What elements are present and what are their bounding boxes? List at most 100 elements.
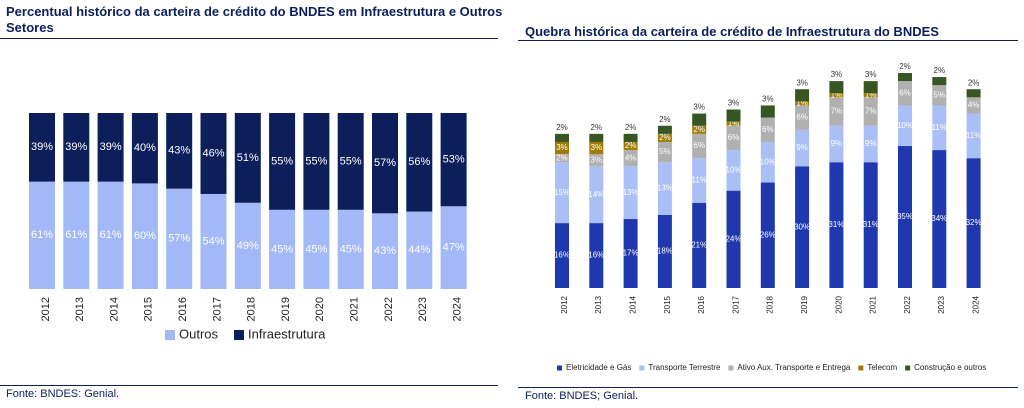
data-label: 11% — [966, 131, 981, 140]
data-label: 61% — [100, 229, 122, 241]
bar-segment — [863, 162, 878, 288]
bar-segment — [966, 158, 981, 288]
x-tick-label: 2020 — [834, 295, 843, 313]
x-tick-label: 2014 — [108, 297, 120, 321]
data-label: 2% — [591, 123, 603, 132]
chart-title: Percentual histórico da carteira de créd… — [6, 4, 503, 35]
bar-segment — [29, 181, 55, 289]
bar-segment — [303, 209, 330, 289]
data-label: 31% — [863, 220, 879, 229]
x-tick-label: 2014 — [629, 295, 638, 313]
bar-segment — [692, 125, 707, 134]
data-label: 2% — [659, 115, 671, 124]
source: Fonte: BNDES; Genial. — [525, 390, 639, 402]
x-tick-label: 2021 — [348, 297, 360, 321]
legend-label: Construção e outros — [914, 363, 986, 372]
bar-segment — [623, 133, 638, 142]
bar-segment — [234, 113, 261, 203]
bar-segment — [657, 214, 672, 288]
bar-segment — [589, 166, 604, 224]
x-tick-label: 2015 — [663, 295, 672, 313]
bar-segment — [966, 113, 981, 159]
bar-segment — [406, 113, 433, 212]
bar-segment — [200, 113, 227, 194]
data-label: 10% — [760, 157, 776, 166]
data-label: 55% — [305, 155, 327, 167]
data-label: 7% — [865, 107, 877, 116]
bar-segment — [760, 141, 775, 183]
bar-segment — [440, 113, 467, 207]
bar-segment — [795, 101, 810, 106]
data-label: 39% — [31, 141, 53, 153]
data-label: 54% — [202, 235, 224, 247]
bar-segment — [863, 81, 878, 94]
legend-swatch — [858, 365, 864, 371]
x-tick-label: 2018 — [766, 295, 775, 313]
legend-label: Eletricidade e Gás — [566, 363, 631, 372]
data-label: 1% — [728, 119, 740, 128]
bar-segment — [692, 133, 707, 159]
bar-segment — [863, 93, 878, 98]
x-tick-label: 2022 — [383, 297, 395, 321]
data-label: 1% — [865, 90, 877, 99]
x-tick-label: 2016 — [177, 297, 189, 321]
data-label: 57% — [374, 157, 396, 169]
data-label: 49% — [237, 240, 259, 252]
data-label: 6% — [899, 88, 911, 97]
bar-segment — [932, 105, 947, 151]
bar-segment — [337, 113, 364, 210]
data-label: 5% — [934, 90, 946, 99]
data-label: 3% — [762, 95, 774, 104]
data-label: 16% — [554, 251, 570, 260]
data-label: 3% — [693, 103, 705, 112]
data-label: 43% — [168, 145, 190, 157]
legend-label: Telecom — [867, 363, 897, 372]
bar-segment — [760, 182, 775, 288]
bar-segment — [63, 181, 90, 289]
source-rule — [0, 385, 498, 386]
bar-segment — [657, 162, 672, 215]
data-label: 60% — [134, 230, 156, 242]
bar-segment — [440, 206, 467, 289]
bar-segment — [898, 105, 912, 147]
data-label: 2% — [659, 133, 671, 142]
x-tick-label: 2013 — [74, 297, 86, 321]
bar-segment — [97, 181, 124, 289]
bar-segment — [166, 188, 193, 289]
x-tick-label: 2023 — [417, 297, 429, 321]
data-label: 35% — [897, 212, 913, 221]
data-label: 47% — [443, 242, 465, 254]
data-label: 17% — [623, 249, 639, 258]
data-label: 46% — [202, 147, 224, 159]
bar-segment — [795, 166, 810, 288]
data-label: 55% — [271, 155, 293, 167]
x-tick-label: 2017 — [211, 297, 223, 321]
bar-segment — [406, 211, 433, 289]
data-label: 55% — [340, 155, 362, 167]
legend-label: Outros — [179, 326, 219, 341]
data-label: 13% — [623, 188, 639, 197]
bar-segment — [657, 141, 672, 163]
legend-swatch — [165, 330, 175, 340]
data-label: 45% — [271, 243, 293, 255]
bar-segment — [29, 113, 55, 182]
data-label: 2% — [625, 123, 637, 132]
data-label: 56% — [408, 156, 430, 168]
data-label: 6% — [728, 133, 740, 142]
data-label: 2% — [934, 66, 946, 75]
data-label: 9% — [865, 139, 877, 148]
bar-segment — [760, 105, 775, 118]
data-label: 24% — [725, 234, 741, 243]
legend-swatch — [639, 365, 645, 371]
bar-segment — [829, 93, 844, 98]
title-rule — [518, 40, 1018, 41]
source-rule — [518, 387, 1018, 388]
legend-label: Ativo Aux. Transporte e Entrega — [737, 363, 851, 372]
data-label: 2% — [693, 125, 705, 134]
data-label: 57% — [168, 233, 190, 245]
data-label: 21% — [691, 241, 707, 250]
data-label: 3% — [796, 78, 808, 87]
data-label: 43% — [374, 245, 396, 257]
bar-segment — [131, 183, 158, 289]
legend-swatch — [234, 330, 245, 340]
